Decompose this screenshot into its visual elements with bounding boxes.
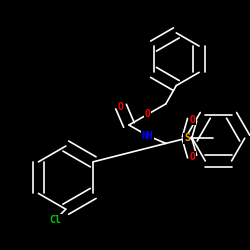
Text: S: S bbox=[184, 133, 190, 143]
Text: O: O bbox=[144, 110, 150, 120]
Text: O: O bbox=[118, 102, 124, 112]
Text: O: O bbox=[189, 152, 195, 162]
Text: NH: NH bbox=[142, 130, 153, 140]
Text: Cl: Cl bbox=[50, 215, 61, 225]
Text: O: O bbox=[189, 115, 195, 125]
